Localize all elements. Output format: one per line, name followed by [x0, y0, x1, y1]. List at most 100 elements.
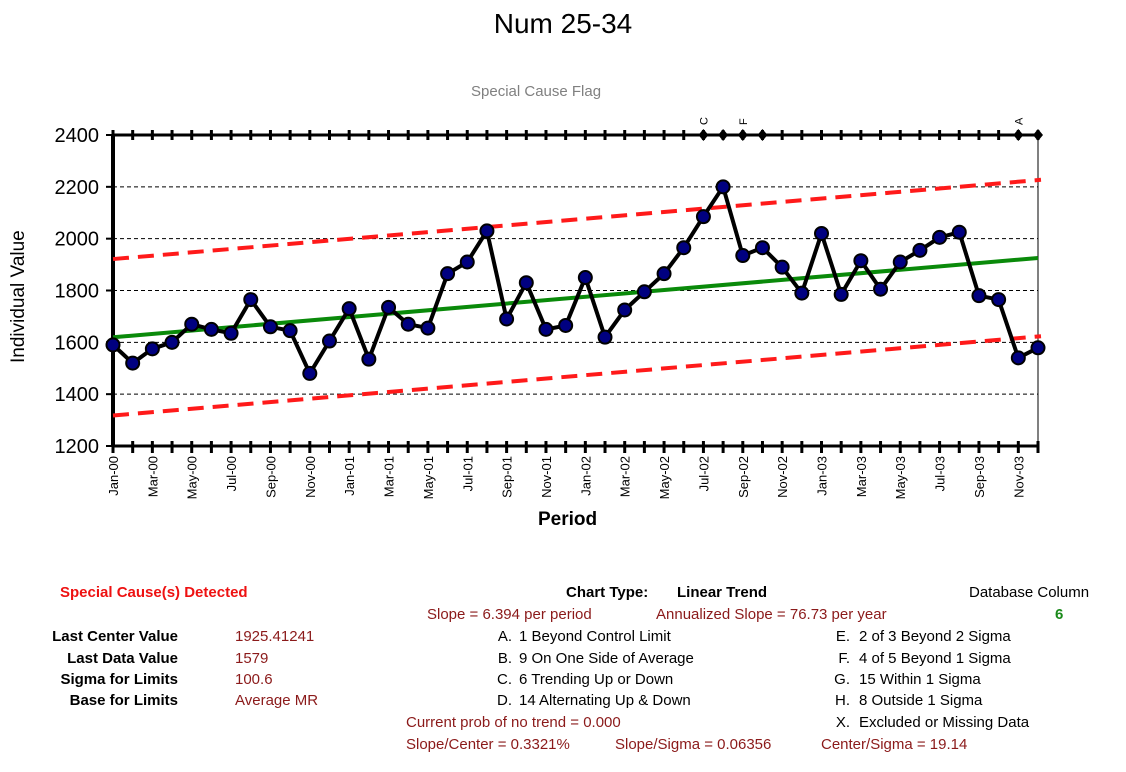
y-tick-label: 2400	[55, 125, 100, 147]
x-tick-label: Nov-00	[303, 456, 318, 498]
special-cause-flag-marker	[1033, 129, 1043, 141]
data-point	[814, 225, 830, 241]
data-point	[636, 284, 652, 300]
x-tick-label: Mar-01	[382, 456, 397, 497]
x-tick-label: Mar-00	[145, 456, 160, 497]
prob-no-trend: Current prob of no trend = 0.000	[406, 714, 621, 731]
stat-label: Last Data Value	[67, 650, 178, 667]
data-point	[420, 320, 436, 336]
data-point	[735, 248, 751, 264]
y-tick-label: 2200	[55, 177, 100, 199]
data-point	[695, 209, 711, 225]
stat-value: 1579	[235, 650, 269, 667]
y-axis-label: Individual Value	[8, 230, 29, 363]
data-point	[833, 286, 849, 302]
data-point	[440, 266, 456, 282]
x-tick-label: Jan-00	[106, 456, 121, 496]
chart-title: Num 25-34	[493, 8, 633, 39]
annualized-slope: Annualized Slope = 76.73 per year	[656, 606, 887, 623]
data-point	[951, 224, 967, 240]
stat-label: Last Center Value	[52, 628, 178, 645]
data-point	[203, 321, 219, 337]
x-tick-label: Sep-00	[263, 456, 278, 498]
rule-text: 2 of 3 Beyond 2 Sigma	[859, 628, 1011, 645]
rule-text: 9 On One Side of Average	[519, 650, 694, 667]
data-point	[381, 299, 397, 315]
x-tick-label: Jul-03	[933, 456, 948, 491]
data-point	[361, 351, 377, 367]
data-point	[164, 334, 180, 350]
special-cause-flag-marker	[718, 129, 729, 141]
rule-key: H.	[835, 692, 850, 709]
rule-text: 15 Within 1 Sigma	[859, 671, 981, 688]
control-chart: 1200 1400 1600 1800 2000 2200 2400 Jan-00 Mar-00…	[55, 117, 1046, 499]
special-cause-flag-letter: F	[738, 118, 750, 125]
data-point	[144, 341, 160, 357]
x-tick-label: May-00	[185, 456, 200, 499]
slope-sigma: Slope/Sigma = 0.06356	[615, 736, 772, 753]
x-tick-label: May-01	[421, 456, 436, 499]
rule-key: D.	[497, 692, 512, 709]
x-tick-label: Nov-02	[775, 456, 790, 498]
data-point	[774, 259, 790, 275]
stat-label: Base for Limits	[69, 692, 178, 709]
data-point	[538, 321, 554, 337]
rule-key: G.	[834, 671, 850, 688]
stat-value: Average MR	[235, 692, 319, 709]
center-sigma: Center/Sigma = 19.14	[821, 736, 968, 753]
y-tick-label: 1600	[55, 332, 100, 354]
data-point	[400, 316, 416, 332]
y-tick-label: 2000	[55, 229, 100, 251]
database-column-value: 6	[1055, 606, 1064, 623]
data-point	[125, 355, 141, 371]
special-cause-flag-marker	[1013, 129, 1024, 141]
x-tick-label: Jul-02	[696, 456, 711, 491]
special-cause-flag-marker	[737, 129, 748, 141]
data-point	[656, 266, 672, 282]
x-axis-label: Period	[538, 509, 598, 530]
rule-text: 6 Trending Up or Down	[519, 671, 674, 688]
rule-key: E.	[835, 628, 850, 645]
data-point	[105, 337, 121, 353]
x-tick-label: Sep-02	[736, 456, 751, 498]
data-point	[971, 288, 987, 304]
data-point	[577, 270, 593, 286]
rule-key: B.	[497, 650, 512, 667]
database-column-label: Database Column	[969, 584, 1090, 601]
stat-value: 100.6	[235, 671, 273, 688]
stat-value: 1925.41241	[235, 628, 315, 645]
stat-label: Sigma for Limits	[60, 671, 178, 688]
data-point	[459, 254, 475, 270]
data-point	[1010, 350, 1026, 366]
data-line	[111, 184, 1039, 376]
data-point	[1030, 340, 1046, 356]
rule-text: 4 of 5 Beyond 1 Sigma	[859, 650, 1011, 667]
x-tick-label: Sep-03	[972, 456, 987, 498]
special-cause-flag-letter: A	[1013, 117, 1025, 125]
x-tick-label: Nov-01	[539, 456, 554, 498]
special-cause-detected: Special Cause(s) Detected	[60, 584, 248, 601]
data-point	[676, 240, 692, 256]
slope: Slope = 6.394 per period	[427, 606, 592, 623]
data-point	[932, 229, 948, 245]
rule-key: C.	[497, 671, 512, 688]
data-point	[262, 319, 278, 335]
special-cause-flag-title: Special Cause Flag	[471, 83, 602, 100]
data-point	[754, 240, 770, 256]
data-point	[479, 223, 495, 239]
x-tick-label: Nov-03	[1011, 456, 1026, 498]
chart-type-label: Chart Type:	[566, 584, 649, 601]
data-point	[853, 253, 869, 269]
upper-control-limit	[112, 177, 1042, 262]
special-cause-flag-marker	[757, 129, 768, 141]
data-point	[715, 179, 731, 195]
data-point	[558, 317, 574, 333]
lower-control-limit	[112, 334, 1042, 418]
special-cause-flag-letter: C	[698, 117, 710, 125]
x-tick-label: May-03	[893, 456, 908, 499]
rule-key: X.	[835, 714, 850, 731]
rule-key: A.	[497, 628, 512, 645]
rule-text: 8 Outside 1 Sigma	[859, 692, 983, 709]
x-tick-label: Mar-03	[854, 456, 869, 497]
x-tick-label: Jul-00	[224, 456, 239, 491]
